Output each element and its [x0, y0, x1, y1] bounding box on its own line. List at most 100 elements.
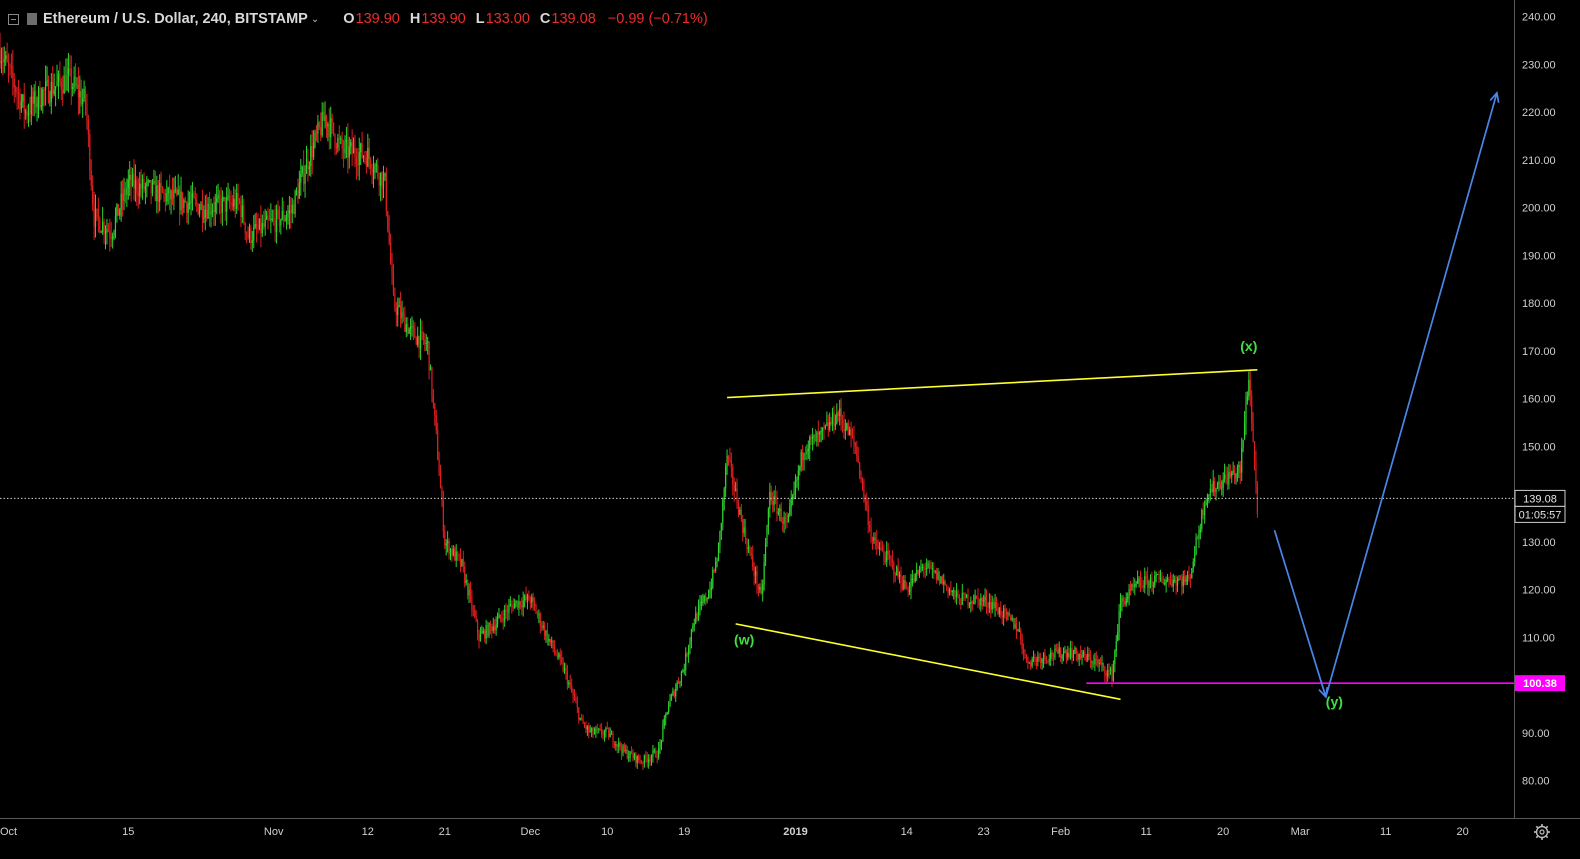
candle	[404, 306, 406, 332]
candle	[294, 189, 296, 218]
candle	[317, 114, 319, 143]
candle	[535, 603, 537, 615]
candle	[683, 663, 685, 675]
price-axis[interactable]: 240.00 230.00 220.00 210.00 200.00 190.00 180.…	[1522, 12, 1556, 788]
candle	[1035, 656, 1038, 670]
candle	[411, 316, 413, 337]
candle	[1034, 653, 1036, 666]
candle	[1055, 643, 1057, 653]
candle	[762, 579, 764, 602]
candle	[840, 398, 842, 431]
candle	[834, 414, 837, 431]
candle	[1127, 592, 1129, 603]
candle	[713, 568, 715, 574]
candle	[461, 558, 463, 567]
candle	[313, 130, 315, 161]
candle	[323, 102, 325, 122]
candle	[1184, 569, 1186, 585]
candle	[53, 73, 55, 97]
candle	[93, 191, 95, 240]
candle	[300, 158, 302, 196]
candle	[792, 493, 794, 506]
candle	[679, 680, 681, 688]
candle	[1195, 533, 1197, 556]
candle	[60, 77, 62, 100]
price-tick-label: 90.00	[1522, 728, 1550, 740]
candle	[802, 444, 804, 471]
candle	[911, 569, 913, 587]
candle	[572, 688, 574, 704]
price-tick-label: 80.00	[1522, 776, 1550, 788]
candle	[526, 593, 529, 610]
candle	[777, 508, 779, 516]
candle	[1032, 650, 1035, 663]
candle	[586, 724, 588, 736]
candle	[26, 105, 28, 124]
candle	[197, 203, 199, 216]
candle	[5, 50, 7, 67]
candle	[385, 167, 387, 217]
candle	[529, 595, 531, 610]
candle	[123, 177, 125, 211]
candle	[0, 32, 1, 69]
candle	[457, 550, 459, 562]
candle	[1135, 581, 1137, 588]
candle	[170, 189, 172, 215]
candle	[1031, 656, 1033, 669]
candle	[39, 80, 41, 110]
candle	[157, 179, 159, 214]
trendline-upper[interactable]	[727, 369, 1258, 399]
candle	[1030, 660, 1032, 671]
candle	[1206, 493, 1209, 508]
candle	[790, 490, 792, 517]
open-label: O	[343, 11, 355, 27]
symbol-title[interactable]: Ethereum / U.S. Dollar, 240, BITSTAMP	[43, 11, 308, 27]
price-tick-label: 120.00	[1522, 585, 1556, 597]
projection-path[interactable]	[1273, 91, 1500, 699]
candle	[429, 364, 432, 371]
time-axis[interactable]: Oct 15 Nov 12 21 Dec 10 19 2019 14 23 Feb 11 20 Mar 11 2…	[0, 826, 1469, 838]
wave-label: (w)	[734, 631, 754, 647]
candle	[930, 560, 932, 570]
price-tick-label: 210.00	[1522, 155, 1556, 167]
candle	[1125, 592, 1127, 607]
candle	[877, 539, 879, 550]
candle	[1239, 460, 1241, 484]
candle	[1077, 651, 1079, 663]
candle	[521, 597, 523, 616]
chevron-down-icon[interactable]: ⌄	[310, 13, 320, 25]
candle	[1176, 576, 1179, 593]
candle	[1013, 617, 1015, 631]
change-value: −0.99 (−0.71%)	[607, 11, 708, 27]
candle	[869, 520, 871, 532]
candle	[394, 287, 396, 312]
drawings-layer: (w) (x) (y)	[0, 91, 1514, 709]
candle	[809, 435, 811, 461]
candle	[757, 584, 760, 597]
candle	[365, 150, 367, 174]
trendline-lower[interactable]	[735, 623, 1121, 701]
candle	[217, 183, 219, 204]
candle	[452, 545, 454, 557]
candle	[1156, 573, 1159, 575]
price-tick-label: 200.00	[1522, 203, 1556, 215]
candle	[9, 63, 11, 76]
candle	[531, 593, 533, 608]
collapse-square-icon[interactable]	[8, 13, 19, 25]
candle	[744, 518, 747, 545]
candle	[374, 162, 376, 180]
candle	[486, 621, 489, 638]
candle	[218, 189, 221, 215]
candle	[290, 196, 292, 229]
candle	[133, 159, 135, 201]
candle	[482, 627, 484, 635]
candle	[743, 518, 745, 537]
gear-icon[interactable]	[1534, 824, 1550, 840]
candle	[1172, 573, 1174, 592]
candle	[1018, 621, 1020, 633]
candle	[381, 170, 383, 201]
candle	[747, 538, 750, 554]
candle	[129, 161, 131, 196]
